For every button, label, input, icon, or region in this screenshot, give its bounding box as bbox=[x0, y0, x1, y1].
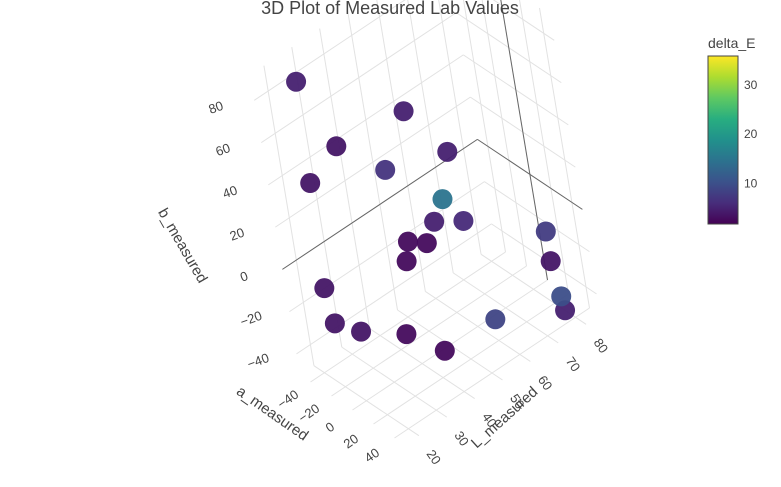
grid-line-l-vertical bbox=[319, 28, 371, 329]
grid-line-a-vertical bbox=[481, 0, 527, 267]
grid-line-a-vertical bbox=[518, 0, 569, 295]
grid-line-l-vertical bbox=[407, 0, 454, 273]
data-point[interactable] bbox=[326, 136, 347, 157]
grid-line-l-vertical bbox=[263, 65, 315, 366]
pane-back-left bbox=[250, 0, 495, 375]
b-axis-title: b_measured bbox=[154, 205, 210, 286]
data-point[interactable] bbox=[432, 189, 453, 210]
data-point[interactable] bbox=[437, 141, 458, 162]
b-tick-label: 40 bbox=[221, 182, 240, 201]
l-tick-label: 70 bbox=[563, 354, 584, 374]
grid-line-a-vertical bbox=[462, 0, 506, 253]
b-tick-label: −40 bbox=[245, 350, 271, 372]
colorbar-gradient bbox=[707, 55, 739, 225]
data-point[interactable] bbox=[551, 286, 572, 307]
data-point[interactable] bbox=[375, 159, 396, 180]
colorbar-tick-label: 30 bbox=[744, 78, 758, 92]
data-point[interactable] bbox=[300, 173, 321, 194]
grid-line-a-floor bbox=[331, 265, 527, 397]
data-point[interactable] bbox=[324, 313, 345, 334]
grid-line-l-vertical bbox=[291, 47, 343, 348]
data-point[interactable] bbox=[396, 251, 417, 272]
data-point[interactable] bbox=[416, 233, 437, 254]
l-tick-label: 80 bbox=[591, 335, 612, 355]
data-point[interactable] bbox=[351, 321, 372, 342]
grid-line-a-floor bbox=[373, 293, 569, 425]
l-tick-label: 50 bbox=[507, 391, 528, 411]
zero-line-b-right bbox=[477, 138, 583, 210]
b-tick-label: 80 bbox=[206, 98, 225, 117]
data-point[interactable] bbox=[485, 309, 506, 330]
data-point[interactable] bbox=[453, 210, 474, 231]
data-point[interactable] bbox=[393, 101, 414, 122]
data-point[interactable] bbox=[397, 231, 418, 252]
grid-line-a-floor bbox=[310, 251, 506, 383]
grid-line-a-floor bbox=[394, 307, 590, 439]
b-tick-label: −20 bbox=[238, 308, 264, 330]
a-tick-label: 20 bbox=[341, 431, 361, 452]
l-tick-label: 60 bbox=[535, 373, 556, 393]
a-tick-label: 40 bbox=[362, 445, 382, 466]
data-point[interactable] bbox=[286, 71, 307, 92]
colorbar: delta_E 10 20 30 bbox=[707, 35, 758, 225]
grid-line-l-vertical bbox=[438, 0, 482, 255]
b-tick-label: 20 bbox=[228, 225, 247, 244]
b-tick-label: 0 bbox=[238, 268, 250, 285]
data-point[interactable] bbox=[424, 211, 445, 232]
colorbar-tick-label: 20 bbox=[744, 127, 758, 141]
colorbar-title: delta_E bbox=[708, 35, 755, 51]
grid-line-l-vertical bbox=[347, 9, 398, 311]
b-tick-label: 60 bbox=[214, 140, 233, 159]
data-point[interactable] bbox=[314, 278, 335, 299]
grid-lines bbox=[253, 0, 597, 439]
data-point[interactable] bbox=[434, 340, 455, 361]
data-point[interactable] bbox=[535, 221, 556, 242]
data-point[interactable] bbox=[540, 251, 561, 272]
l-tick-label: 40 bbox=[479, 410, 500, 430]
chart-title: 3D Plot of Measured Lab Values bbox=[261, 0, 519, 18]
grid-line-a-vertical bbox=[539, 7, 590, 309]
colorbar-tick-label: 10 bbox=[744, 177, 758, 191]
l-tick-label: 30 bbox=[451, 428, 472, 448]
data-points[interactable] bbox=[286, 71, 576, 361]
l-tick-label: 20 bbox=[424, 447, 445, 467]
data-point[interactable] bbox=[396, 324, 417, 345]
a-tick-label: 0 bbox=[323, 419, 338, 435]
